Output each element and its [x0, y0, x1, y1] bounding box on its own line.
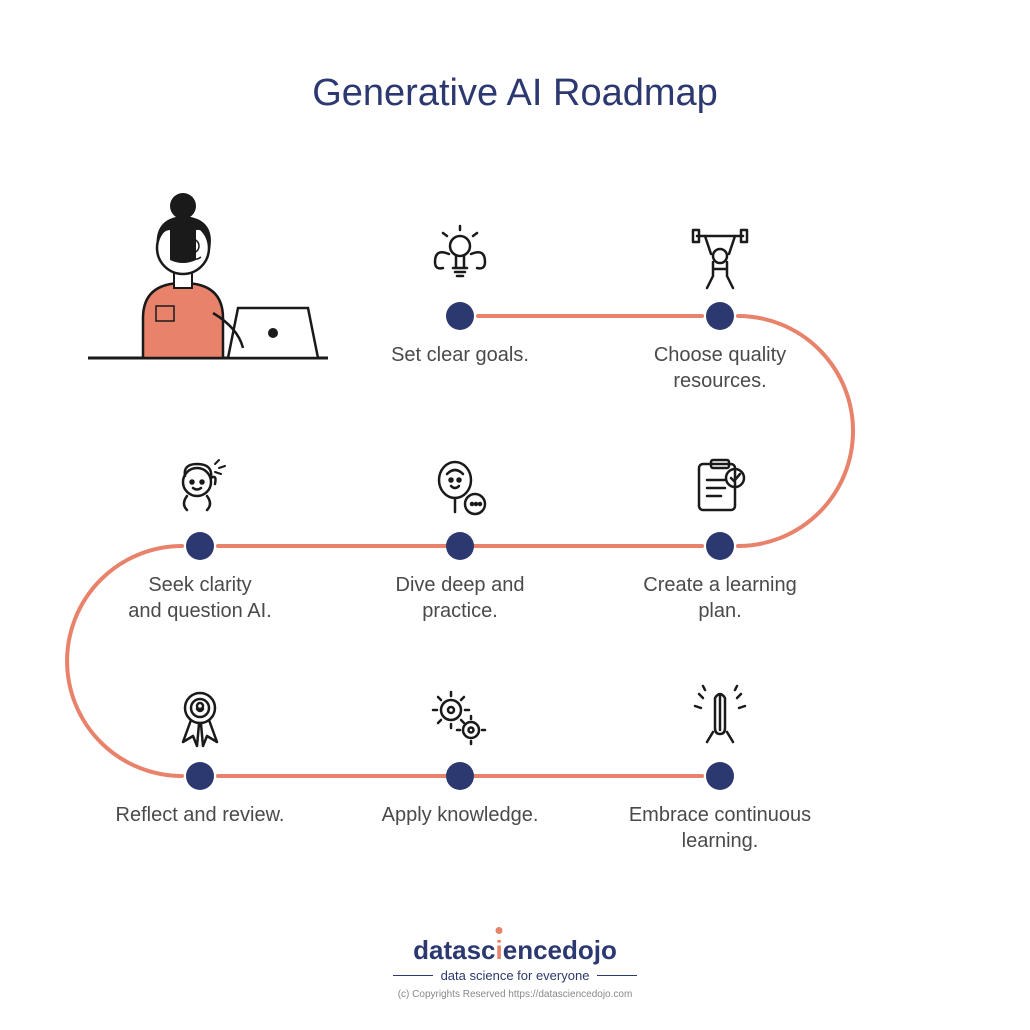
roadmap-step-practice: Dive deep and practice. [360, 454, 560, 624]
roadmap-step-goals: Set clear goals. [360, 224, 560, 368]
step-label: Apply knowledge. [360, 802, 560, 828]
step-dot [186, 532, 214, 560]
step-dot [706, 762, 734, 790]
step-label: Dive deep and practice. [360, 572, 560, 624]
logo-tagline: data science for everyone [0, 968, 1030, 983]
step-label: Reflect and review. [100, 802, 300, 828]
logo-text-pre: datasc [413, 935, 495, 965]
lightbulb-muscle-icon [425, 224, 495, 294]
mirror-icon [425, 454, 495, 524]
roadmap-step-apply: Apply knowledge. [360, 684, 560, 828]
roadmap-step-resources: Choose quality resources. [620, 224, 820, 394]
logo-text-post: encedojo [503, 935, 617, 965]
footer: datasciencedojo data science for everyon… [0, 935, 1030, 1000]
roadmap-step-reflect: Reflect and review. [100, 684, 300, 828]
step-dot [446, 302, 474, 330]
step-label: Embrace continuous learning. [620, 802, 820, 854]
roadmap-step-clarity: Seek clarity and question AI. [100, 454, 300, 624]
gears-icon [425, 684, 495, 754]
copyright: (c) Copyrights Reserved https://datascie… [0, 989, 1030, 1000]
step-dot [706, 532, 734, 560]
tagline-text: data science for everyone [441, 968, 590, 983]
checklist-icon [685, 454, 755, 524]
step-label: Seek clarity and question AI. [100, 572, 300, 624]
ribbon-icon [165, 684, 235, 754]
thinking-icon [165, 454, 235, 524]
roadmap-step-embrace: Embrace continuous learning. [620, 684, 820, 854]
step-dot [446, 532, 474, 560]
page-title: Generative AI Roadmap [0, 72, 1030, 115]
person-laptop-illustration [88, 188, 328, 368]
step-dot [706, 302, 734, 330]
logo: datasciencedojo [0, 935, 1030, 966]
step-dot [186, 762, 214, 790]
step-label: Create a learning plan. [620, 572, 820, 624]
step-label: Set clear goals. [360, 342, 560, 368]
step-dot [446, 762, 474, 790]
step-label: Choose quality resources. [620, 342, 820, 394]
pray-icon [685, 684, 755, 754]
weightlift-icon [685, 224, 755, 294]
roadmap-step-plan: Create a learning plan. [620, 454, 820, 624]
logo-i-accent: i [496, 935, 503, 965]
